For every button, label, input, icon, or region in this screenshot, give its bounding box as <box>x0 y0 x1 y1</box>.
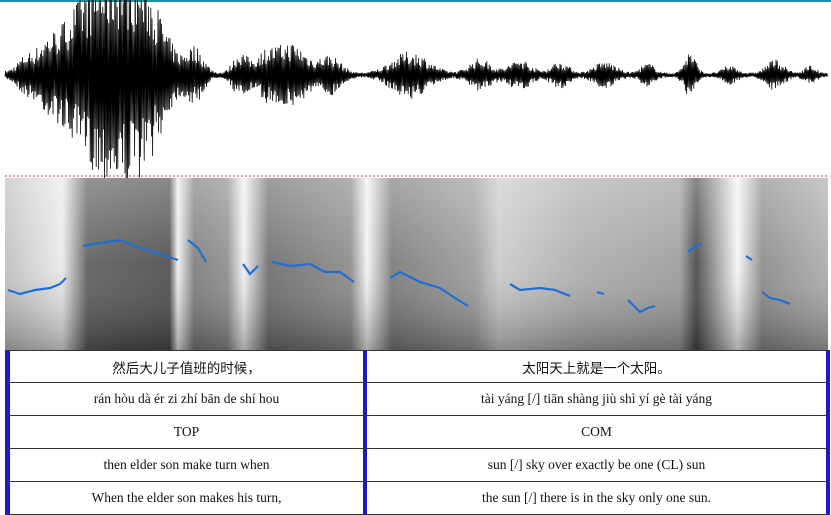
spectrogram-shading <box>5 178 828 350</box>
interval-label: sun [/] sky over exactly be one (CL) sun <box>363 449 830 481</box>
interval-label: 然后大儿子值班的时候， <box>5 351 363 382</box>
interval-label: TOP <box>5 416 363 448</box>
tier: 然后大儿子值班的时候，太阳天上就是一个太阳。 <box>5 350 830 383</box>
interval-label: rán hòu dà ér zi zhí bān de shí hou <box>5 383 363 415</box>
praat-window: 然后大儿子值班的时候，太阳天上就是一个太阳。rán hòu dà ér zi z… <box>0 0 831 515</box>
interval-label: 太阳天上就是一个太阳。 <box>363 351 830 382</box>
waveform <box>5 0 828 182</box>
interval-label: When the elder son makes his turn, <box>5 482 363 514</box>
annotation-tiers: 然后大儿子值班的时候，太阳天上就是一个太阳。rán hòu dà ér zi z… <box>5 350 830 515</box>
signal-view <box>0 0 831 350</box>
interval-label: the sun [/] there is in the sky only one… <box>363 482 830 514</box>
interval-label: COM <box>363 416 830 448</box>
interval-label: then elder son make turn when <box>5 449 363 481</box>
tier: When the elder son makes his turn,the su… <box>5 482 830 515</box>
interval-label: tài yáng [/] tiān shàng jiù shì yí gè tà… <box>363 383 830 415</box>
